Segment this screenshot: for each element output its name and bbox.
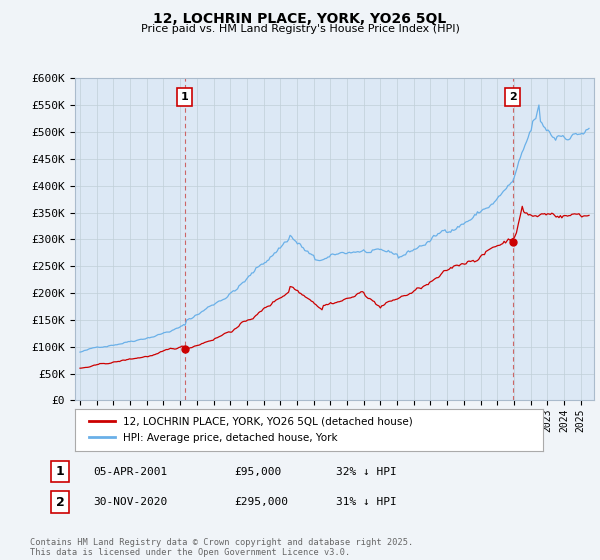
Text: 30-NOV-2020: 30-NOV-2020 bbox=[93, 497, 167, 507]
Text: 2: 2 bbox=[56, 496, 64, 509]
Text: £295,000: £295,000 bbox=[234, 497, 288, 507]
Text: £95,000: £95,000 bbox=[234, 466, 281, 477]
Text: 1: 1 bbox=[56, 465, 64, 478]
Text: 1: 1 bbox=[181, 92, 188, 102]
Text: 12, LOCHRIN PLACE, YORK, YO26 5QL: 12, LOCHRIN PLACE, YORK, YO26 5QL bbox=[154, 12, 446, 26]
Text: 2: 2 bbox=[509, 92, 517, 102]
Text: Contains HM Land Registry data © Crown copyright and database right 2025.
This d: Contains HM Land Registry data © Crown c… bbox=[30, 538, 413, 557]
Text: Price paid vs. HM Land Registry's House Price Index (HPI): Price paid vs. HM Land Registry's House … bbox=[140, 24, 460, 34]
Text: 05-APR-2001: 05-APR-2001 bbox=[93, 466, 167, 477]
Text: 31% ↓ HPI: 31% ↓ HPI bbox=[336, 497, 397, 507]
Text: 32% ↓ HPI: 32% ↓ HPI bbox=[336, 466, 397, 477]
Legend: 12, LOCHRIN PLACE, YORK, YO26 5QL (detached house), HPI: Average price, detached: 12, LOCHRIN PLACE, YORK, YO26 5QL (detac… bbox=[80, 408, 421, 451]
